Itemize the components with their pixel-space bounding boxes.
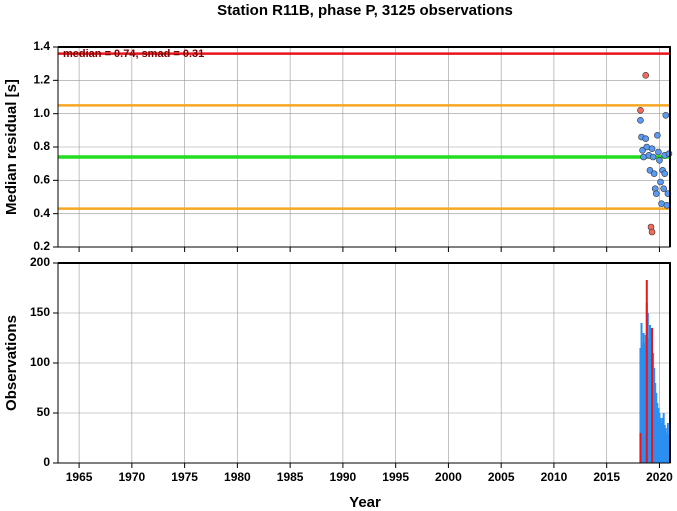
annotation: median = 0.74, smad = 0.31 xyxy=(63,48,204,60)
point xyxy=(663,202,671,209)
bar xyxy=(657,408,660,463)
frame-edge xyxy=(58,46,671,247)
y-tick-label: 0.6 xyxy=(33,173,50,187)
point xyxy=(648,228,656,236)
bar xyxy=(658,413,661,463)
y-tick-label: 1.2 xyxy=(33,73,50,87)
bar xyxy=(644,335,647,463)
point xyxy=(637,117,644,124)
x-axis-label: Year xyxy=(349,494,381,511)
x-tick-label: 1985 xyxy=(277,470,304,484)
bar xyxy=(651,328,654,463)
y-axis-label: Observations xyxy=(3,315,20,411)
x-tick-label: 1990 xyxy=(330,470,357,484)
x-tick-label: 2005 xyxy=(488,470,515,484)
bar xyxy=(661,418,664,463)
bar xyxy=(640,323,643,463)
bar xyxy=(652,353,655,463)
bar xyxy=(654,383,657,463)
y-tick-label: 100 xyxy=(30,355,50,369)
bar xyxy=(655,393,658,463)
y-axis-label: Median residual [s] xyxy=(3,79,20,215)
y-tick-label: 0.2 xyxy=(33,239,50,253)
y-tick-label: 150 xyxy=(30,305,50,319)
bar xyxy=(667,435,670,463)
bar xyxy=(662,413,665,463)
bar xyxy=(665,433,668,463)
x-tick-label: 2010 xyxy=(541,470,568,484)
y-tick-label: 0.8 xyxy=(33,139,50,153)
x-tick-label: 2015 xyxy=(593,470,620,484)
point xyxy=(650,170,658,177)
point xyxy=(652,190,660,197)
bar xyxy=(639,433,642,463)
point xyxy=(642,135,650,142)
bar xyxy=(648,325,651,463)
bar xyxy=(656,403,659,463)
point xyxy=(661,170,669,177)
point xyxy=(655,148,662,156)
chart-title: Station R11B, phase P, 3125 observations xyxy=(217,2,513,19)
bar xyxy=(660,423,663,463)
point xyxy=(637,107,644,114)
bar xyxy=(653,368,656,463)
x-tick-label: 2000 xyxy=(435,470,462,484)
point xyxy=(654,132,661,139)
bar xyxy=(659,418,662,463)
frame-edge xyxy=(58,262,671,463)
bar xyxy=(643,343,646,463)
bar xyxy=(642,333,645,463)
bar xyxy=(646,313,649,463)
point xyxy=(656,157,663,164)
bar xyxy=(650,328,653,463)
bar xyxy=(639,348,642,463)
point xyxy=(648,145,656,152)
x-tick-label: 1970 xyxy=(119,470,146,484)
x-tick-label: 1995 xyxy=(382,470,409,484)
bar xyxy=(666,423,669,463)
bar xyxy=(647,338,650,463)
x-tick-label: 1975 xyxy=(171,470,198,484)
point xyxy=(649,153,657,161)
x-tick-label: 1980 xyxy=(224,470,251,484)
y-tick-label: 0.4 xyxy=(33,206,50,220)
y-tick-label: 200 xyxy=(30,255,50,269)
y-tick-label: 1.4 xyxy=(33,39,50,53)
x-tick-label: 1965 xyxy=(66,470,93,484)
point xyxy=(660,185,667,192)
bar xyxy=(645,280,648,463)
bar xyxy=(664,428,667,463)
point xyxy=(662,112,670,119)
point xyxy=(657,178,664,186)
bar xyxy=(641,345,644,463)
y-tick-label: 1.0 xyxy=(33,106,50,120)
y-tick-label: 0 xyxy=(43,455,50,469)
y-tick-label: 50 xyxy=(37,405,51,419)
x-tick-label: 2020 xyxy=(646,470,673,484)
point xyxy=(642,72,650,79)
point xyxy=(665,150,673,157)
bar xyxy=(663,425,666,463)
